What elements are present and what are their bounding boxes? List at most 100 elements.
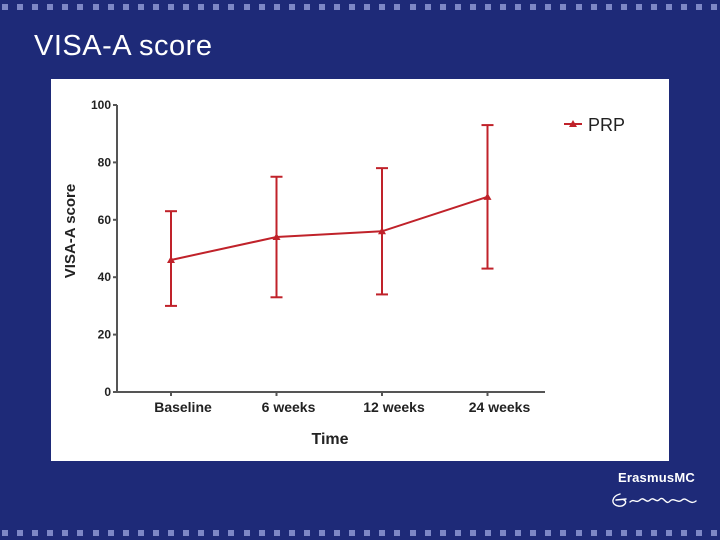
logo-text: ErasmusMC: [618, 470, 695, 485]
border-square: [651, 530, 658, 536]
chart-panel: 0 20 40 60 80 100 Baseline 6 weeks 12 weeks 24 w…: [51, 79, 669, 461]
border-square: [152, 530, 159, 536]
border-square: [318, 4, 325, 10]
border-square: [394, 530, 401, 536]
y-ticks: 0 20 40 60 80 100: [91, 98, 117, 399]
border-square: [424, 4, 431, 10]
border-square: [635, 4, 642, 10]
border-square: [213, 4, 220, 10]
border-square: [575, 4, 582, 10]
border-square: [288, 4, 295, 10]
y-tick-label: 0: [104, 385, 111, 399]
border-square: [303, 530, 310, 536]
y-tick-label: 60: [98, 213, 112, 227]
border-square: [635, 530, 642, 536]
border-square: [288, 530, 295, 536]
border-square: [530, 530, 537, 536]
border-square: [696, 4, 703, 10]
border-square: [469, 4, 476, 10]
border-square: [590, 4, 597, 10]
border-square: [560, 530, 567, 536]
legend: PRP: [564, 115, 625, 135]
border-square: [515, 4, 522, 10]
border-square: [168, 4, 175, 10]
border-square: [409, 530, 416, 536]
y-tick-label: 100: [91, 98, 111, 112]
data-point: [272, 233, 281, 241]
border-square: [575, 530, 582, 536]
border-square: [137, 530, 144, 536]
border-square: [364, 530, 371, 536]
border-square: [32, 4, 39, 10]
border-square: [243, 4, 250, 10]
border-square: [711, 530, 718, 536]
border-square: [17, 530, 24, 536]
x-axis-label: Time: [311, 431, 348, 448]
top-border: [0, 2, 720, 12]
chart-axes: [116, 105, 545, 393]
border-square: [379, 4, 386, 10]
y-tick-label: 40: [98, 270, 112, 284]
border-square: [2, 4, 8, 10]
border-square: [303, 4, 310, 10]
border-square: [243, 530, 250, 536]
border-square: [469, 530, 476, 536]
x-tick-label: 24 weeks: [469, 399, 531, 415]
slide-title: VISA-A score: [34, 30, 213, 62]
x-tick-label: 12 weeks: [363, 399, 425, 415]
border-square: [515, 530, 522, 536]
border-square: [530, 4, 537, 10]
border-square: [183, 530, 190, 536]
border-square: [454, 530, 461, 536]
border-square: [47, 4, 54, 10]
legend-label: PRP: [588, 115, 625, 135]
border-square: [107, 530, 114, 536]
y-tick-label: 20: [98, 328, 112, 342]
x-tick-label: 6 weeks: [262, 399, 316, 415]
border-square: [198, 4, 205, 10]
border-square: [213, 530, 220, 536]
bottom-border: [0, 528, 720, 538]
border-square: [545, 530, 552, 536]
border-square: [228, 530, 235, 536]
border-square: [198, 530, 205, 536]
border-square: [122, 4, 129, 10]
border-square: [500, 4, 507, 10]
border-square: [62, 530, 69, 536]
border-square: [228, 4, 235, 10]
border-square: [590, 530, 597, 536]
border-square: [137, 4, 144, 10]
border-square: [605, 4, 612, 10]
border-square: [545, 4, 552, 10]
border-square: [168, 530, 175, 536]
border-square: [334, 4, 341, 10]
border-square: [17, 4, 24, 10]
legend-swatch-marker: [569, 120, 577, 127]
border-square: [92, 530, 99, 536]
data-point: [483, 192, 492, 200]
border-square: [62, 4, 69, 10]
border-square: [364, 4, 371, 10]
border-square: [379, 530, 386, 536]
border-square: [47, 530, 54, 536]
border-square: [605, 530, 612, 536]
border-square: [2, 530, 8, 536]
border-square: [273, 530, 280, 536]
border-square: [349, 4, 356, 10]
border-square: [122, 530, 129, 536]
border-square: [152, 4, 159, 10]
x-ticks: Baseline 6 weeks 12 weeks 24 weeks: [154, 392, 530, 415]
border-square: [107, 4, 114, 10]
border-square: [681, 530, 688, 536]
erasmus-mc-logo: ErasmusMC: [606, 470, 716, 518]
border-square: [77, 4, 84, 10]
border-square: [424, 530, 431, 536]
border-square: [77, 530, 84, 536]
border-square: [258, 530, 265, 536]
border-square: [92, 4, 99, 10]
border-square: [258, 4, 265, 10]
border-square: [439, 4, 446, 10]
border-square: [454, 4, 461, 10]
border-square: [183, 4, 190, 10]
border-square: [409, 4, 416, 10]
